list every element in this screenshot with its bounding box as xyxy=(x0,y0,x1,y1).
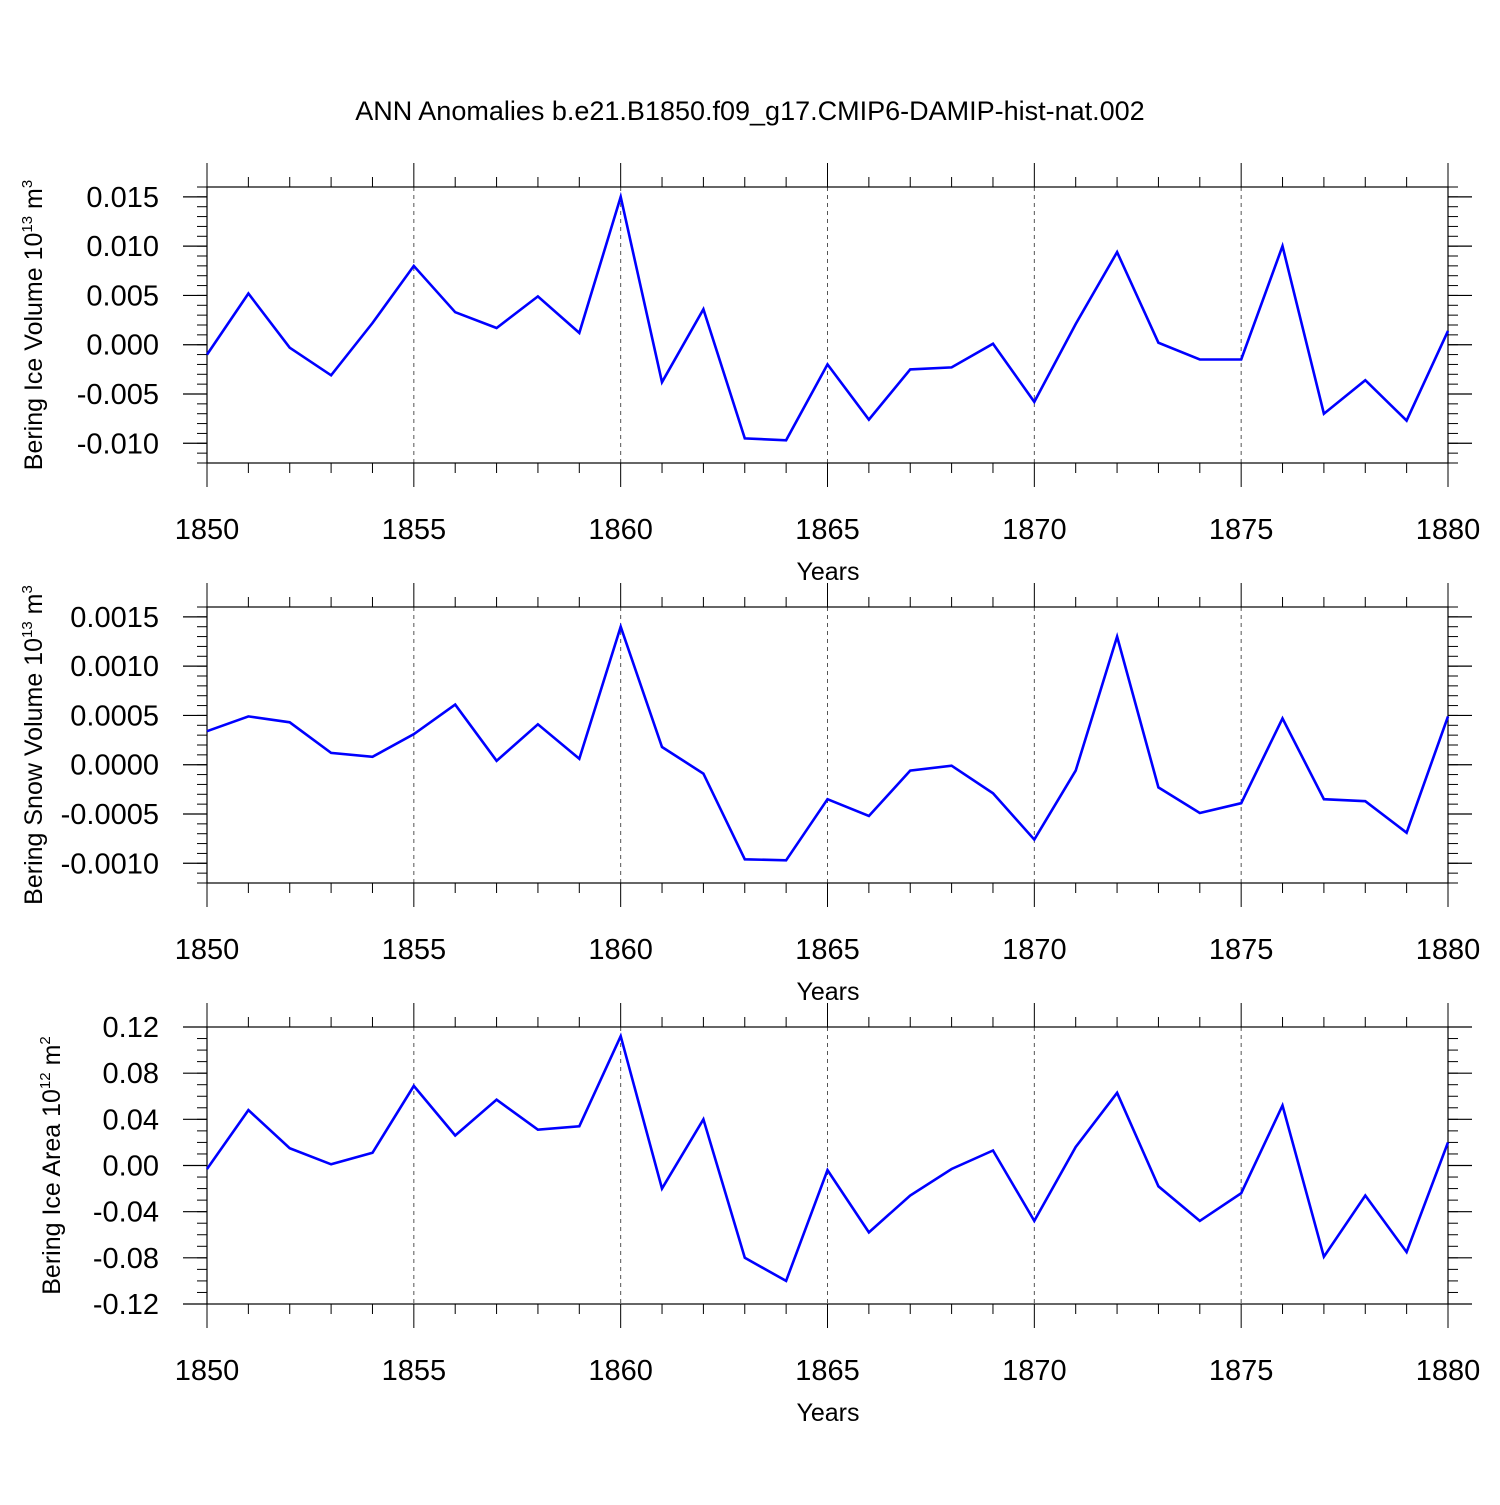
y-tick-label: 0.00 xyxy=(103,1151,159,1183)
y-label-exponent: 12 xyxy=(37,1072,54,1089)
y-tick-label: 0.12 xyxy=(103,1012,159,1044)
panel-2: -0.0010 -0.0005 0.0000 0.0005 0.0010 0.0015 18… xyxy=(19,583,1480,1006)
x-tick-label: 1855 xyxy=(382,1355,447,1387)
y-label-main: Bering Ice Area 10 xyxy=(38,1089,66,1295)
y-tick-label: 0.000 xyxy=(86,330,159,362)
x-tick-label: 1865 xyxy=(795,1355,860,1387)
y-tick-label: -0.04 xyxy=(93,1197,159,1229)
x-tick-label: 1870 xyxy=(1002,514,1067,546)
y-axis-label: Bering Snow Volume 1013 m3 xyxy=(19,585,48,905)
panel-1: -0.010 -0.005 0.000 0.005 0.010 0.015 1850 1855… xyxy=(19,163,1480,586)
y-label-main: Bering Snow Volume 10 xyxy=(20,638,48,905)
y-axis-label: Bering Ice Area 1012 m2 xyxy=(37,1036,66,1295)
y-tick-label: 0.015 xyxy=(86,182,159,214)
x-tick-label: 1855 xyxy=(382,934,447,966)
y-tick-label: -0.08 xyxy=(93,1243,159,1275)
y-tick-label: 0.0015 xyxy=(70,602,159,634)
y-tick-label: 0.04 xyxy=(103,1104,159,1136)
x-axis-label: Years xyxy=(796,558,859,586)
x-tick-label: 1865 xyxy=(795,934,860,966)
chart-title: ANN Anomalies b.e21.B1850.f09_g17.CMIP6-… xyxy=(0,96,1500,127)
x-tick-label: 1850 xyxy=(175,1355,240,1387)
x-tick-label: 1880 xyxy=(1416,934,1481,966)
x-axis-label: Years xyxy=(796,978,859,1006)
panel-3: -0.12 -0.08 -0.04 0.00 0.04 0.08 0.12 1850 1855 1… xyxy=(37,1003,1480,1427)
x-axis-label: Years xyxy=(796,1399,859,1427)
x-tick-label: 1875 xyxy=(1209,514,1274,546)
y-tick-label: 0.0005 xyxy=(70,700,159,732)
x-tick-label: 1865 xyxy=(795,514,860,546)
y-label-exponent: 13 xyxy=(19,621,36,638)
y-label-unit: m xyxy=(20,188,48,216)
y-tick-label: 0.005 xyxy=(86,280,159,312)
x-tick-label: 1860 xyxy=(588,514,653,546)
x-tick-label: 1860 xyxy=(588,934,653,966)
x-tick-label: 1850 xyxy=(175,514,240,546)
y-tick-label: -0.0005 xyxy=(61,799,159,831)
x-tick-label: 1875 xyxy=(1209,934,1274,966)
y-label-unit-exponent: 2 xyxy=(37,1036,54,1044)
y-tick-label: -0.12 xyxy=(93,1289,159,1321)
x-tick-label: 1880 xyxy=(1416,1355,1481,1387)
x-tick-label: 1870 xyxy=(1002,934,1067,966)
y-tick-label: -0.005 xyxy=(77,379,159,411)
x-tick-label: 1850 xyxy=(175,934,240,966)
x-tick-label: 1875 xyxy=(1209,1355,1274,1387)
y-tick-label: 0.08 xyxy=(103,1058,159,1090)
x-tick-label: 1880 xyxy=(1416,514,1481,546)
x-tick-label: 1870 xyxy=(1002,1355,1067,1387)
y-axis-label: Bering Ice Volume 1013 m3 xyxy=(19,180,48,470)
y-tick-label: 0.0010 xyxy=(70,651,159,683)
y-tick-label: 0.010 xyxy=(86,231,159,263)
y-label-main: Bering Ice Volume 10 xyxy=(20,233,48,471)
x-tick-label: 1860 xyxy=(588,1355,653,1387)
y-tick-label: -0.0010 xyxy=(61,848,159,880)
y-label-unit: m xyxy=(38,1045,66,1073)
y-label-unit: m xyxy=(20,594,48,622)
y-label-exponent: 13 xyxy=(19,216,36,233)
y-label-unit-exponent: 3 xyxy=(19,585,36,593)
y-label-unit-exponent: 3 xyxy=(19,180,36,188)
y-tick-label: 0.0000 xyxy=(70,750,159,782)
x-tick-label: 1855 xyxy=(382,514,447,546)
y-tick-label: -0.010 xyxy=(77,428,159,460)
